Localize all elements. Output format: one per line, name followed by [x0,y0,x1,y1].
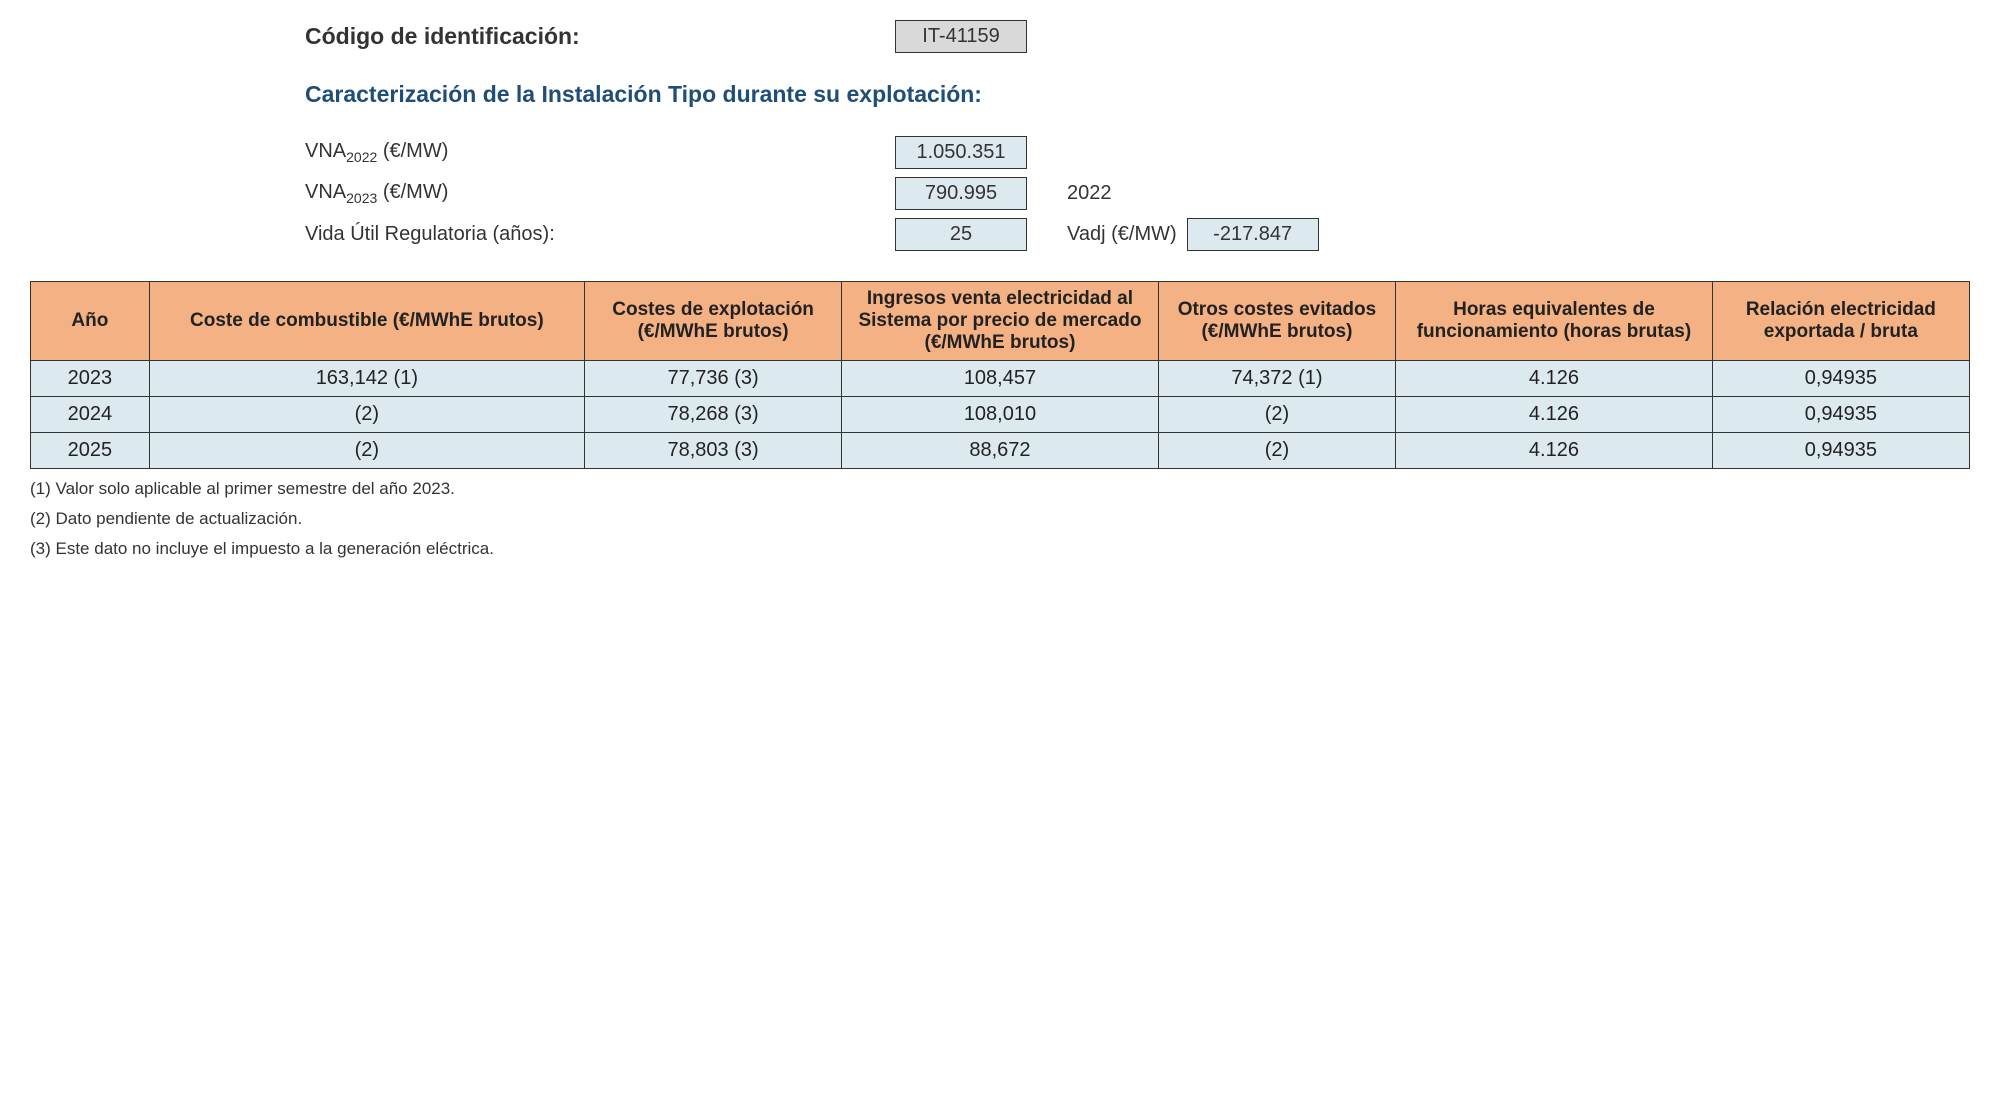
cell-ratio: 0,94935 [1712,433,1969,469]
cell-hours: 4.126 [1396,361,1713,397]
cell-year: 2023 [31,361,150,397]
footnote-3: (3) Este dato no incluye el impuesto a l… [30,539,1970,559]
cell-income: 88,672 [842,433,1159,469]
data-table: Año Coste de combustible (€/MWhE brutos)… [30,281,1970,469]
th-ratio: Relación electricidad exportada / bruta [1712,282,1969,361]
th-op: Costes de explotación (€/MWhE brutos) [584,282,841,361]
cell-op: 78,803 (3) [584,433,841,469]
cell-fuel: (2) [149,397,584,433]
cell-fuel: (2) [149,433,584,469]
vna2022-value: 1.050.351 [895,136,1027,169]
cell-hours: 4.126 [1396,397,1713,433]
table-header-row: Año Coste de combustible (€/MWhE brutos)… [31,282,1970,361]
footnote-2: (2) Dato pendiente de actualización. [30,509,1970,529]
table-row: 2024 (2) 78,268 (3) 108,010 (2) 4.126 0,… [31,397,1970,433]
th-income: Ingresos venta electricidad al Sistema p… [842,282,1159,361]
header-section: Código de identificación: IT-41159 Carac… [305,20,1970,251]
table-row: 2025 (2) 78,803 (3) 88,672 (2) 4.126 0,9… [31,433,1970,469]
vadj-value: -217.847 [1187,218,1319,251]
cell-income: 108,010 [842,397,1159,433]
th-fuel: Coste de combustible (€/MWhE brutos) [149,282,584,361]
cell-ratio: 0,94935 [1712,397,1969,433]
vna2023-label: VNA2023 (€/MW) [305,181,895,206]
id-label: Código de identificación: [305,23,895,50]
vadj-label: Vadj (€/MW) [1067,223,1177,246]
cell-income: 108,457 [842,361,1159,397]
th-year: Año [31,282,150,361]
footnotes: (1) Valor solo aplicable al primer semes… [30,479,1970,559]
cell-other: (2) [1158,433,1395,469]
life-value: 25 [895,218,1027,251]
cell-op: 77,736 (3) [584,361,841,397]
table-row: 2023 163,142 (1) 77,736 (3) 108,457 74,3… [31,361,1970,397]
cell-other: (2) [1158,397,1395,433]
cell-other: 74,372 (1) [1158,361,1395,397]
cell-fuel: 163,142 (1) [149,361,584,397]
th-other: Otros costes evitados (€/MWhE brutos) [1158,282,1395,361]
cell-hours: 4.126 [1396,433,1713,469]
footnote-1: (1) Valor solo aplicable al primer semes… [30,479,1970,499]
cell-op: 78,268 (3) [584,397,841,433]
id-value-box: IT-41159 [895,20,1027,53]
cell-ratio: 0,94935 [1712,361,1969,397]
section-title: Caracterización de la Instalación Tipo d… [305,81,982,108]
th-hours: Horas equivalentes de funcionamiento (ho… [1396,282,1713,361]
cell-year: 2024 [31,397,150,433]
vna2023-value: 790.995 [895,177,1027,210]
life-label: Vida Útil Regulatoria (años): [305,223,895,246]
cell-year: 2025 [31,433,150,469]
year-right: 2022 [1067,182,1112,205]
vna2022-label: VNA2022 (€/MW) [305,140,895,165]
